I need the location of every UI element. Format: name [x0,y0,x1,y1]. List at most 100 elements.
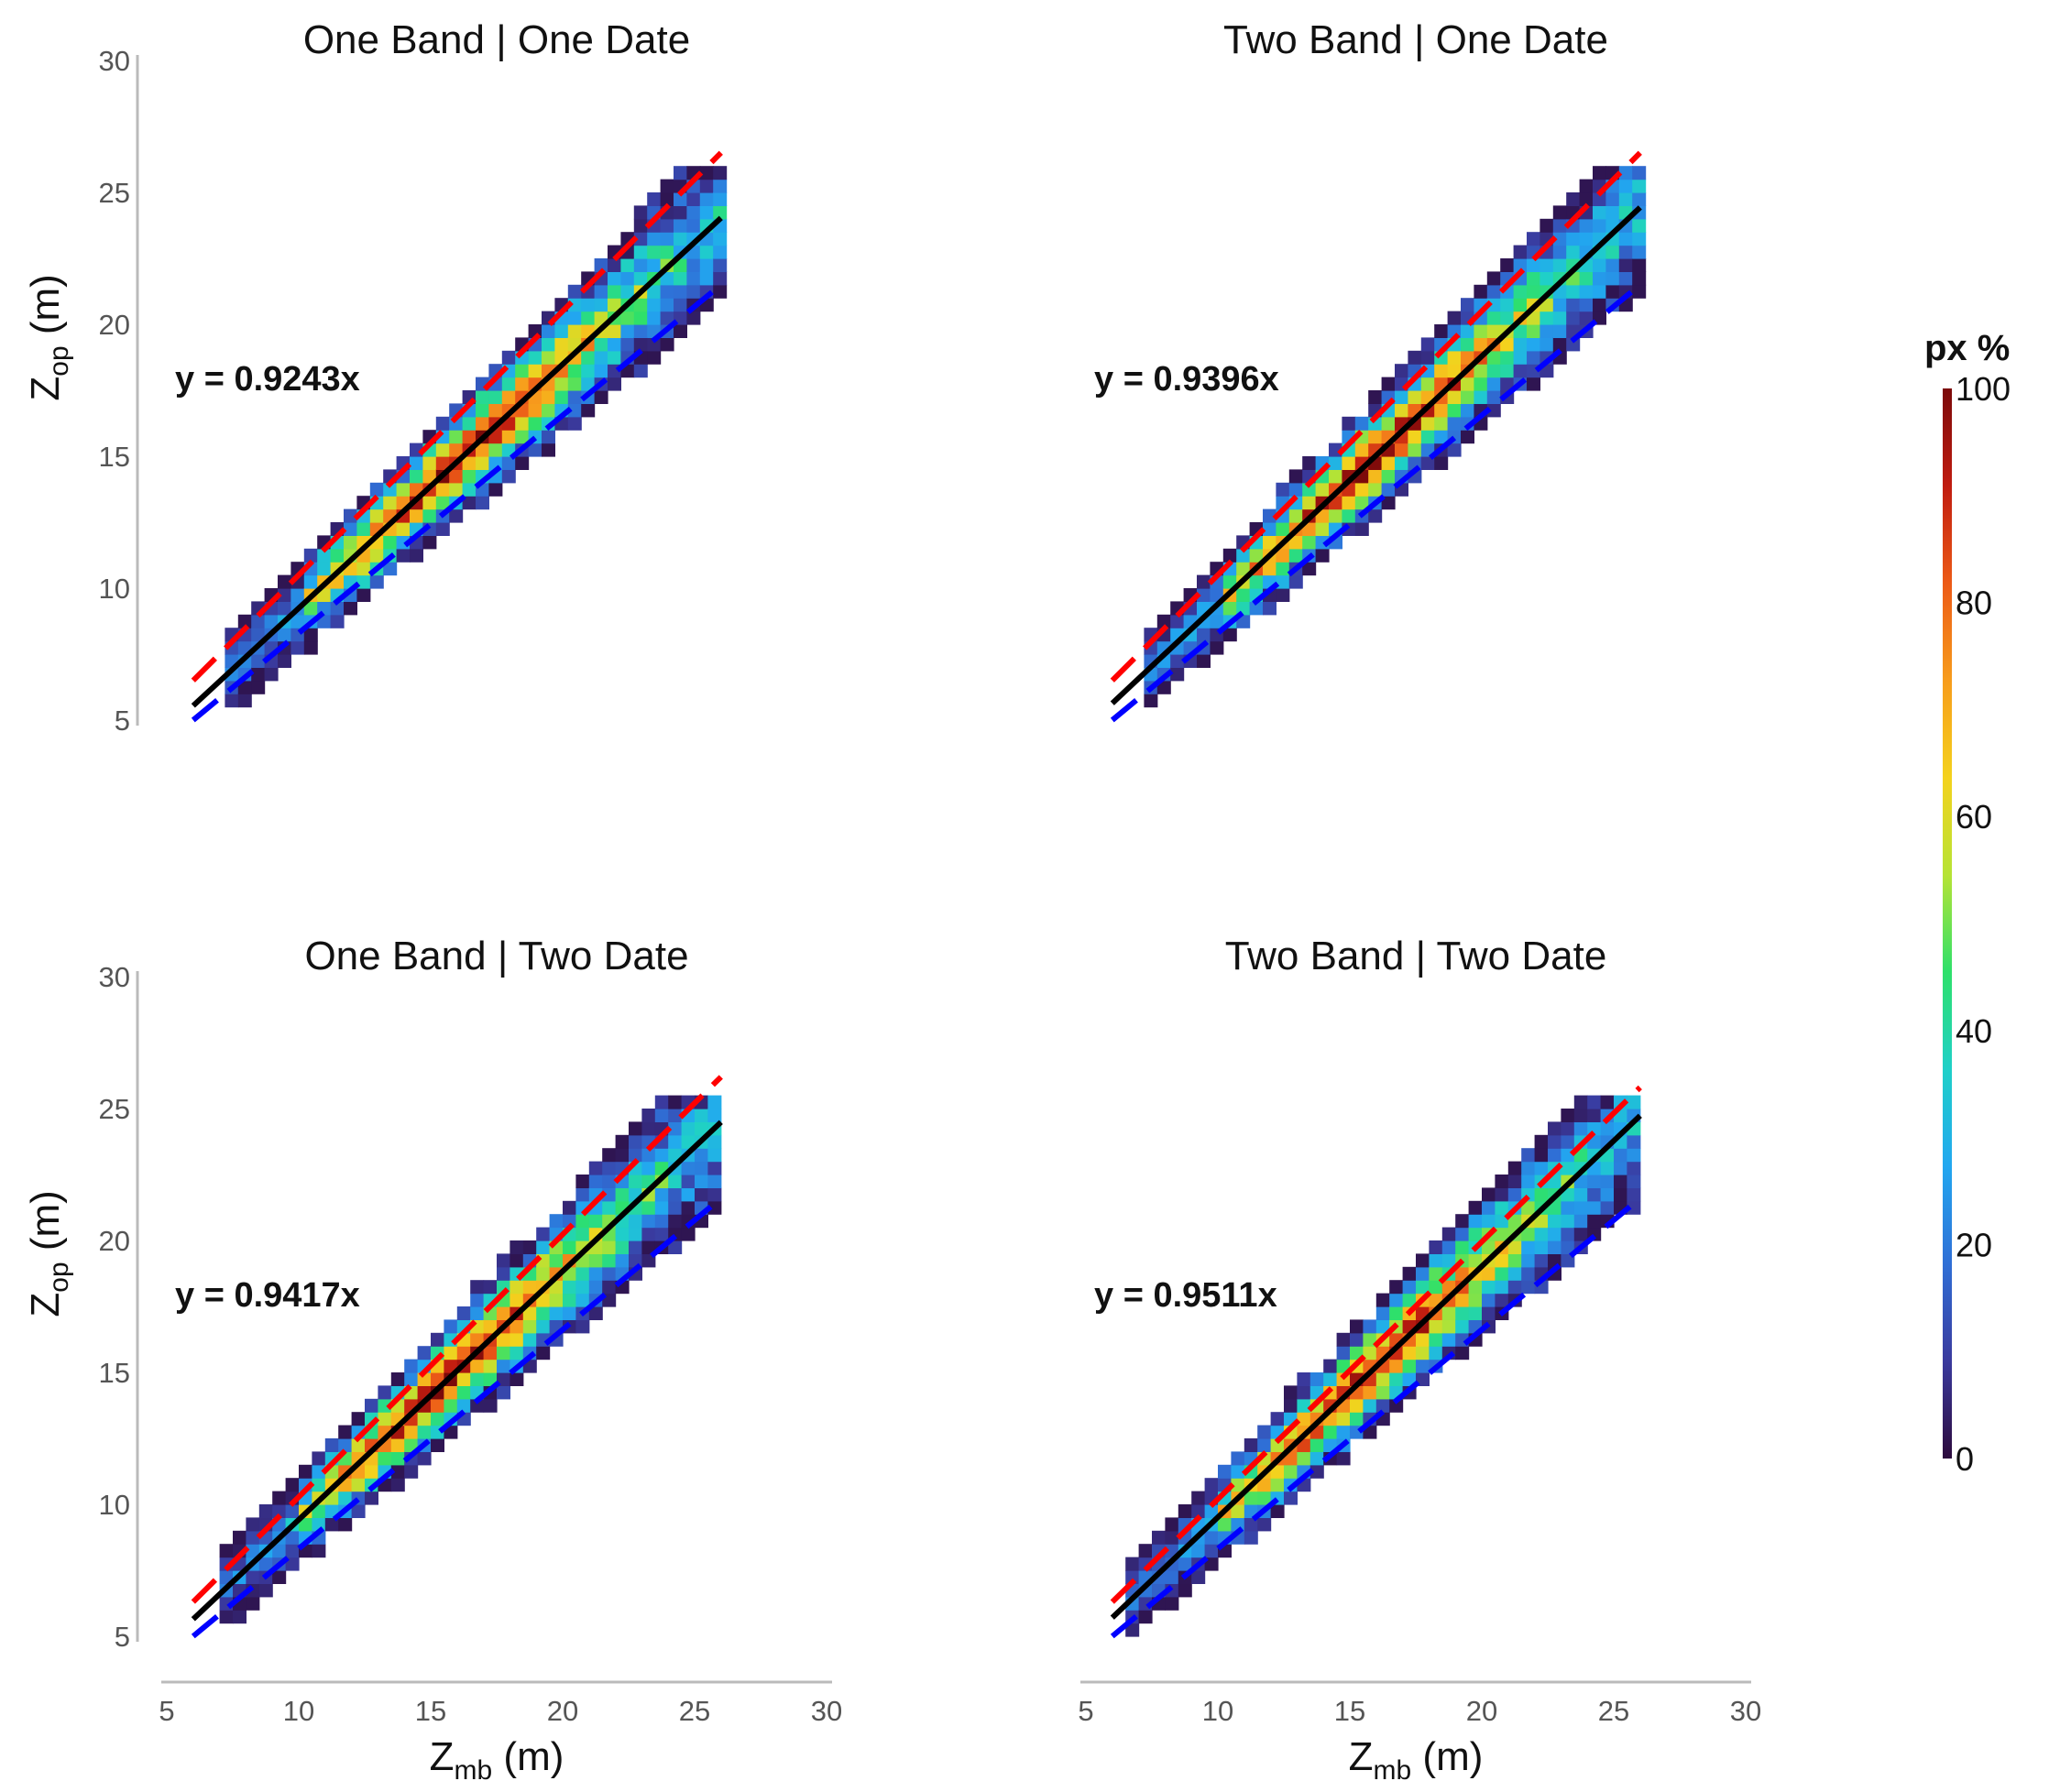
legend-title: px % [1924,328,2010,368]
heatmap-cell [501,469,516,484]
heatmap-cell [686,271,701,286]
heatmap-cell [629,1134,642,1149]
heatmap-cell [272,1570,287,1584]
heatmap-cell [1416,1346,1430,1360]
heatmap-cell [681,1121,696,1136]
heatmap-cell [1288,535,1303,550]
heatmap-cell [1231,1464,1245,1479]
heatmap-cell [1381,469,1396,484]
heatmap-cell [1389,1398,1404,1413]
heatmap-cell [510,1372,524,1386]
heatmap-cell [668,1109,683,1122]
heatmap-cell [1402,1359,1417,1373]
equation-label: y = 0.9417x [175,1276,360,1315]
colorbar [1943,388,1952,1459]
heatmap-cell [1323,1438,1338,1452]
heatmap-cell [1354,482,1369,497]
heatmap-cell [1552,298,1567,312]
heatmap-cell [1486,311,1501,325]
heatmap-cell [536,1227,551,1241]
heatmap-cell [1125,1623,1140,1637]
heatmap-cell [633,271,648,286]
heatmap-cell [1395,364,1408,378]
heatmap-cell [713,179,728,193]
heatmap-cell [251,667,266,682]
heatmap-cell [1593,205,1606,220]
heatmap-cell [1600,1095,1615,1109]
heatmap-cell [1566,311,1581,325]
heatmap-cell [1561,1200,1575,1215]
heatmap-cell [575,1175,590,1188]
heatmap-cell [1191,1491,1206,1505]
heatmap-cell [1354,522,1369,536]
lower-bound-line [1110,282,1642,723]
heatmap-cell [1486,364,1501,378]
heatmap-cell [285,1478,300,1492]
heatmap-cell [1593,284,1606,299]
heatmap-cell [410,469,423,484]
heatmap-cell [404,1425,419,1439]
heatmap-cell [435,522,450,536]
heatmap-cell [1468,1293,1483,1307]
heatmap-cell [629,1214,642,1229]
heatmap-cell [1302,456,1317,470]
heatmap-cell [1486,284,1501,299]
heatmap-cell [1587,1095,1602,1109]
heatmap-cell [536,1293,551,1307]
heatmap-cell [668,1200,683,1215]
heatmap-cell [654,1187,669,1202]
heatmap-cell [1632,179,1647,193]
heatmap-cell [1447,390,1462,404]
heatmap-cell [1534,1240,1549,1254]
heatmap-cell [470,1372,485,1386]
heatmap-cell [707,1109,722,1122]
heatmap-cell [1381,456,1396,470]
heatmap-cell [567,390,582,404]
heatmap-cell [1573,1109,1588,1122]
heatmap-cell [1468,1200,1483,1215]
heatmap-cell [1486,403,1501,418]
heatmap-cell [317,562,332,576]
x-axis-label: Zmb (m) [1349,1734,1484,1786]
heatmap-cell [1170,667,1185,682]
heatmap-cell [695,1148,708,1163]
heatmap-cell [1297,1398,1311,1413]
heatmap-cell [356,574,371,589]
heatmap-cell [1197,574,1211,589]
heatmap-cell [1288,574,1303,589]
heatmap-cell [501,377,516,391]
heatmap-cell [501,430,516,444]
heatmap-cell [699,205,714,220]
heatmap-cell [1375,1319,1390,1334]
heatmap-cell [1579,298,1594,312]
equation-label: y = 0.9511x [1094,1276,1277,1315]
heatmap-cell [1579,232,1594,246]
heatmap-cell [338,1438,353,1452]
heatmap-cell [515,430,530,444]
heatmap-cell [608,324,621,338]
panel-title: Two Band | Two Date [1225,934,1607,978]
heatmap-cell [435,456,450,470]
heatmap-cell [1461,403,1474,418]
heatmap-cell [219,1570,234,1584]
heatmap-cell [1548,1253,1561,1268]
heatmap-cell [1579,218,1594,233]
heatmap-cell [668,1187,683,1202]
heatmap-cell [699,258,714,272]
heatmap-cell [1416,1280,1430,1295]
heatmap-cell [1363,1319,1377,1334]
heatmap-cell [456,1385,471,1400]
heatmap-cell [674,284,687,299]
heatmap-cell [563,1280,576,1295]
heatmap-cell [699,245,714,259]
heatmap-cell [470,1280,485,1295]
heatmap-cell [497,1359,510,1373]
heatmap-cell [629,1175,642,1188]
heatmap-cell [633,205,648,220]
heatmap-cell [620,271,635,286]
heatmap-cell [1144,694,1158,708]
heatmap-cell [1513,364,1528,378]
heatmap-cell [1441,1319,1456,1334]
panel-title: Two Band | One Date [1223,17,1608,62]
heatmap-cell [528,416,542,431]
